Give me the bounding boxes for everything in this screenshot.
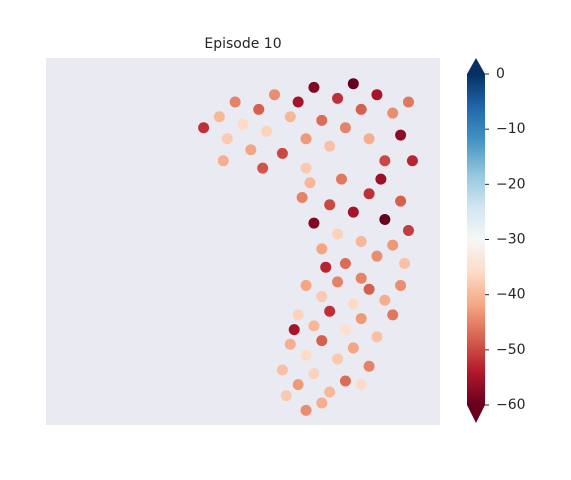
point [363, 360, 375, 372]
point [336, 173, 347, 185]
point [406, 155, 418, 167]
point [292, 96, 304, 108]
point [355, 272, 367, 284]
point [402, 96, 414, 108]
point [347, 342, 359, 354]
point [276, 147, 288, 159]
point [292, 309, 304, 321]
point [339, 324, 351, 336]
point [300, 404, 312, 416]
point [355, 103, 367, 115]
point [324, 305, 336, 317]
point [363, 283, 375, 295]
point [269, 89, 281, 101]
point [229, 96, 241, 108]
point [276, 364, 288, 376]
point [300, 133, 312, 145]
point [308, 81, 320, 93]
point [339, 258, 351, 270]
point [288, 324, 300, 336]
point [371, 331, 383, 343]
point [332, 92, 344, 104]
point [280, 390, 292, 402]
point [198, 122, 210, 134]
colorbar-tick-label: −40 [496, 287, 526, 303]
point [292, 379, 304, 391]
point [296, 191, 308, 203]
point [371, 89, 383, 101]
point [300, 280, 312, 292]
point [355, 313, 367, 325]
colorbar-tick-label: −60 [496, 397, 526, 413]
colorbar-tick-label: 0 [496, 66, 505, 82]
point [332, 353, 344, 365]
plot-area [46, 58, 440, 425]
point [316, 335, 328, 347]
point [257, 162, 269, 174]
point [316, 114, 328, 126]
point [395, 280, 407, 292]
point [237, 118, 249, 130]
colorbar-extend-bottom [467, 405, 485, 423]
point [355, 379, 367, 391]
point [339, 122, 351, 134]
point [332, 228, 344, 240]
point [324, 199, 336, 211]
point [387, 107, 399, 119]
point [375, 173, 387, 185]
point [261, 125, 273, 137]
point [347, 298, 359, 310]
point [379, 155, 391, 167]
point [347, 206, 359, 218]
point [395, 129, 407, 141]
point [395, 195, 407, 207]
point [284, 338, 296, 350]
point [332, 276, 344, 288]
point [316, 397, 328, 409]
point [308, 368, 320, 380]
point [387, 309, 399, 321]
colorbar-tick-label: −10 [496, 121, 526, 137]
point [221, 133, 233, 145]
point [399, 258, 411, 270]
point [308, 217, 320, 229]
point [245, 144, 257, 156]
point [304, 177, 316, 189]
point [324, 140, 336, 152]
point [363, 133, 375, 145]
point [379, 294, 391, 306]
point [324, 386, 336, 398]
point [320, 261, 332, 273]
point [308, 320, 320, 332]
point [213, 111, 225, 123]
chart-title: Episode 10 [204, 36, 281, 52]
point [363, 188, 375, 200]
point [316, 291, 328, 303]
colorbar-tick-label: −20 [496, 176, 526, 192]
point [300, 349, 312, 361]
point [339, 375, 351, 387]
point [300, 162, 312, 174]
point [316, 243, 328, 255]
colorbar [467, 74, 485, 405]
point [379, 213, 391, 225]
colorbar-tick-label: −30 [496, 232, 526, 248]
point [284, 111, 296, 123]
point [217, 155, 229, 167]
point [253, 103, 265, 115]
colorbar-tick-label: −50 [496, 342, 526, 358]
point [387, 239, 399, 251]
point [355, 236, 367, 247]
colorbar-extend-top [467, 58, 485, 74]
point [402, 224, 414, 236]
point [371, 250, 383, 262]
point [347, 78, 359, 90]
